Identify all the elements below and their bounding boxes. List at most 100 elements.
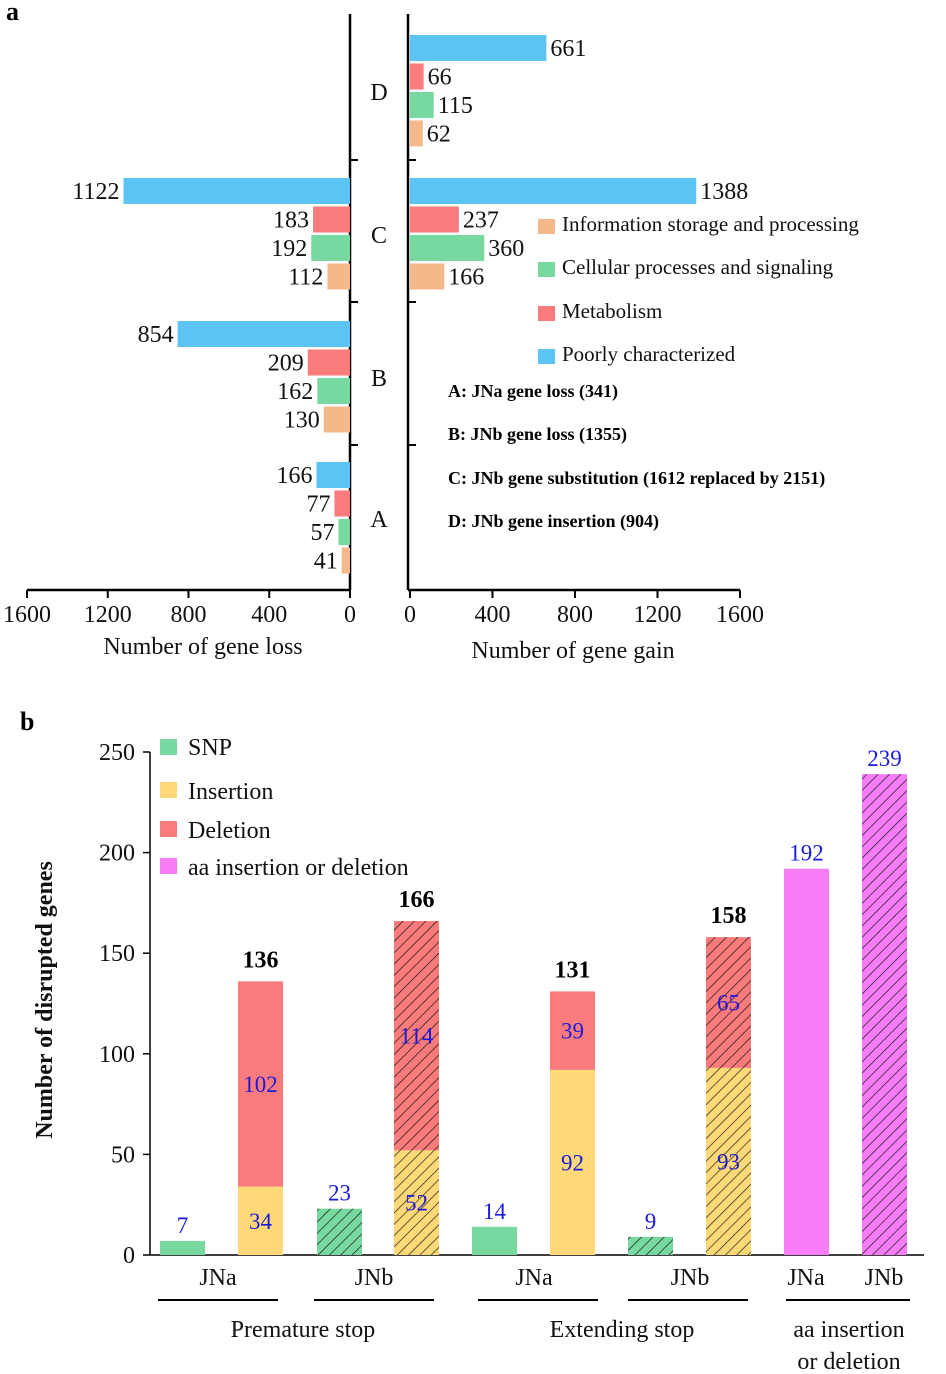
panel-a-label: a — [6, 0, 19, 26]
disrupted-bar-total: 131 — [555, 957, 591, 983]
category-label-d: D — [370, 80, 387, 106]
gain-value-c-poor: 1388 — [700, 179, 748, 205]
disrupted-x-label-jna: JNa — [787, 1265, 825, 1291]
legend-swatch-snp — [160, 739, 177, 755]
disrupted-x-label-jna: JNa — [199, 1265, 237, 1291]
gain-x-tick-label: 800 — [557, 602, 593, 628]
gain-bar-c-poor — [410, 178, 697, 204]
loss-bar-c-info — [327, 263, 350, 290]
disrupted-y-tick-label: 200 — [99, 841, 135, 867]
category-label-a: A — [370, 507, 388, 533]
loss-bar-b-meta — [307, 349, 350, 376]
disrupted-bar-7-deletion-hatch — [706, 937, 751, 1068]
disrupted-bar-total: 136 — [243, 947, 279, 973]
disrupted-bar-value: 23 — [328, 1181, 351, 1206]
legend-cell-label: Cellular processes and signaling — [562, 255, 834, 279]
loss-bar-c-poor — [123, 178, 350, 204]
panel-a-legend: Information storage and processing Cellu… — [538, 212, 859, 366]
category-labels: D C B A — [370, 80, 388, 533]
disrupted-bar-4-snp — [472, 1226, 517, 1255]
loss-bar-c-cell — [311, 235, 350, 261]
category-label-c: C — [371, 223, 387, 249]
disrupted-axis-label: Number of disrupted genes — [32, 861, 58, 1139]
disrupted-seg-value: 102 — [243, 1072, 278, 1097]
loss-x-tick-label: 800 — [171, 602, 207, 628]
legend-swatch-deletion — [160, 821, 177, 837]
gain-bar-c-meta — [410, 206, 459, 233]
loss-value-a-cell: 57 — [310, 520, 334, 546]
panel-a-notes: A: JNa gene loss (341) B: JNb gene loss … — [448, 381, 825, 532]
disrupted-bar-value: 7 — [177, 1213, 189, 1238]
gain-x-tick-label: 1600 — [716, 602, 764, 628]
legend-swatch-aa — [160, 858, 177, 874]
legend-swatch-cell — [538, 262, 555, 277]
loss-value-c-poor: 1122 — [72, 179, 119, 205]
disrupted-bar-1-deletion — [238, 981, 283, 1187]
disrupted-bar-6-snp-hatch — [628, 1236, 673, 1255]
disrupted-bar-value: 192 — [789, 841, 824, 866]
gain-value-d-info: 62 — [427, 122, 451, 148]
loss-axis-label: Number of gene loss — [103, 634, 302, 660]
disrupted-bar-5-insertion — [550, 1069, 595, 1255]
disrupted-bar-3-deletion-hatch — [394, 921, 439, 1151]
gain-value-c-cell: 360 — [488, 236, 524, 262]
disrupted-seg-value: 52 — [405, 1191, 428, 1216]
loss-bar-a-poor — [316, 462, 350, 488]
disrupted-y-tick-label: 150 — [99, 941, 135, 967]
gain-bar-c-cell — [410, 235, 485, 261]
panel-b-label: b — [20, 707, 34, 736]
disrupted-x-label-jnb: JNb — [671, 1265, 710, 1291]
gain-axis-label: Number of gene gain — [471, 638, 674, 664]
disrupted-x-label-jnb: JNb — [865, 1265, 904, 1291]
disrupted-y-axis: 0 50 100 150 200 250 — [99, 740, 150, 1269]
disrupted-seg-value: 65 — [717, 990, 740, 1015]
disrupted-bar-total: 166 — [399, 887, 435, 913]
disrupted-x-label-jnb: JNb — [355, 1265, 394, 1291]
legend-insertion-label: Insertion — [188, 779, 273, 805]
gain-value-d-poor: 661 — [550, 36, 586, 62]
legend-deletion-label: Deletion — [188, 818, 271, 844]
loss-x-tick-label: 1200 — [84, 602, 132, 628]
disrupted-bar-5-deletion — [550, 991, 595, 1070]
note-b: B: JNb gene loss (1355) — [448, 424, 627, 445]
disrupted-bar-1-insertion — [238, 1186, 283, 1255]
legend-aa-label: aa insertion or deletion — [188, 855, 409, 881]
gain-bar-d-poor — [410, 35, 547, 61]
loss-value-a-meta: 77 — [306, 492, 330, 518]
gain-chart: 661 1388 66 237 115 360 62 166 0 400 800 1200 1600 — [404, 35, 764, 628]
gain-value-c-meta: 237 — [463, 208, 499, 234]
gain-value-c-info: 166 — [448, 265, 484, 291]
gain-bar-c-info — [410, 263, 445, 290]
loss-value-a-poor: 166 — [276, 463, 312, 489]
disrupted-bar-value: 14 — [483, 1199, 507, 1224]
loss-value-b-meta: 209 — [268, 351, 304, 377]
disrupted-bar-2-snp-hatch — [317, 1208, 362, 1255]
legend-meta-label: Metabolism — [562, 299, 662, 323]
disrupted-bar-8-aa — [784, 868, 829, 1255]
disrupted-seg-value: 92 — [561, 1150, 584, 1175]
disrupted-seg-value: 114 — [400, 1024, 434, 1049]
gain-bar-d-cell — [410, 92, 434, 118]
group-extending-stop: Extending stop — [550, 1317, 695, 1343]
disrupted-y-tick-label: 0 — [123, 1243, 135, 1269]
disrupted-y-tick-label: 50 — [111, 1142, 135, 1168]
disrupted-y-tick-label: 250 — [99, 740, 135, 766]
note-c: C: JNb gene substitution (1612 replaced … — [448, 468, 825, 489]
loss-value-c-cell: 192 — [271, 236, 307, 262]
disrupted-bar-7-insertion-hatch — [706, 1067, 751, 1255]
loss-value-a-info: 41 — [314, 549, 338, 575]
gain-value-d-cell: 115 — [438, 93, 473, 119]
loss-bar-b-poor — [177, 321, 350, 347]
note-d: D: JNb gene insertion (904) — [448, 511, 659, 532]
gain-x-tick-label: 1200 — [634, 602, 682, 628]
legend-info-label: Information storage and processing — [562, 212, 859, 236]
disrupted-seg-value: 34 — [249, 1209, 273, 1234]
disrupted-y-tick-label: 100 — [99, 1042, 135, 1068]
legend-swatch-insertion — [160, 782, 177, 798]
disrupted-bar-9-aa-hatch — [862, 774, 907, 1255]
loss-bar-b-info — [323, 406, 350, 433]
loss-bar-b-cell — [317, 378, 350, 404]
gain-x-tick-label: 0 — [404, 602, 416, 628]
legend-snp-label: SNP — [188, 735, 232, 761]
